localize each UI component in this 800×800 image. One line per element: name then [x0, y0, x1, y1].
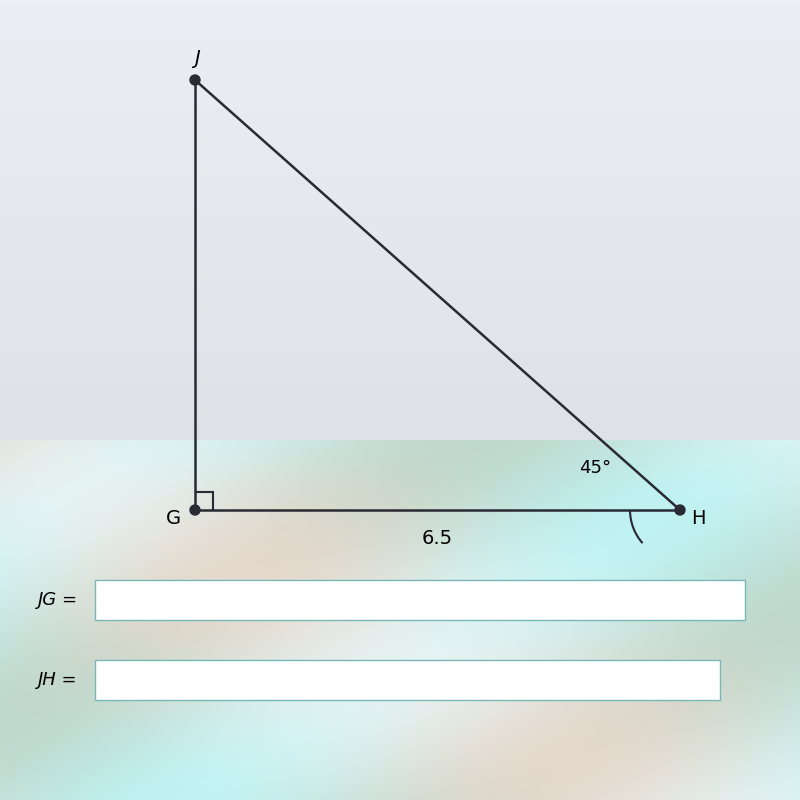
- Text: H: H: [690, 509, 706, 527]
- Text: J: J: [194, 49, 200, 67]
- Circle shape: [190, 75, 200, 85]
- Circle shape: [675, 505, 685, 515]
- Text: 45°: 45°: [579, 459, 611, 477]
- Text: JH =: JH =: [38, 671, 78, 689]
- Circle shape: [190, 505, 200, 515]
- Text: G: G: [166, 509, 181, 527]
- Bar: [95, 580, 745, 620]
- Text: JG =: JG =: [38, 591, 78, 609]
- Bar: [95, 660, 720, 700]
- Text: 6.5: 6.5: [422, 529, 453, 547]
